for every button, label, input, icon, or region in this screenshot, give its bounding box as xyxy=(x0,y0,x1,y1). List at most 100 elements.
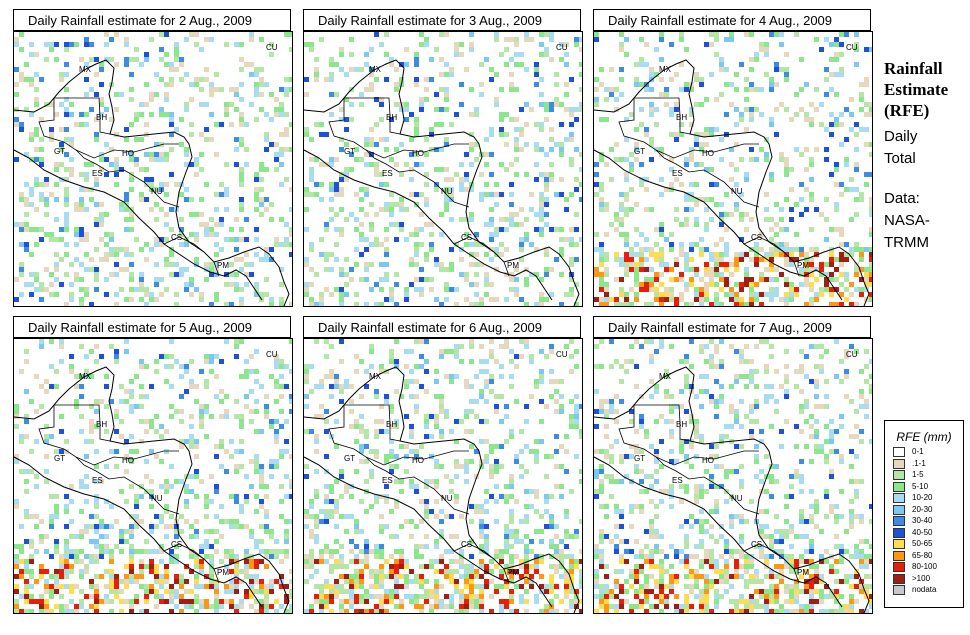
panel-title: Daily Rainfall estimate for 5 Aug., 2009 xyxy=(13,316,291,338)
panel-title: Daily Rainfall estimate for 4 Aug., 2009 xyxy=(593,9,871,31)
coastline xyxy=(14,149,263,301)
legend-label: nodata xyxy=(912,585,937,594)
country-border xyxy=(83,157,155,193)
country-border xyxy=(153,498,180,515)
country-border xyxy=(54,404,111,442)
country-label-bh: BH xyxy=(386,420,397,429)
legend-label: 20-30 xyxy=(912,504,933,514)
country-label-cu: CU xyxy=(556,350,568,359)
legend-swatch xyxy=(893,527,905,538)
legend-swatch xyxy=(893,585,905,595)
country-label-es: ES xyxy=(92,169,103,178)
legend-item: 5-10 xyxy=(893,481,963,493)
country-label-ho: HO xyxy=(412,149,424,158)
country-label-pm: PM xyxy=(797,568,809,577)
legend-swatch xyxy=(893,447,905,457)
country-label-cs: CS xyxy=(751,233,762,242)
legend-item: 20-30 xyxy=(893,504,963,516)
legend-label: 50-65 xyxy=(912,539,933,548)
country-border xyxy=(365,143,469,159)
country-label-bh: BH xyxy=(676,113,687,122)
country-border xyxy=(733,498,760,515)
country-label-cu: CU xyxy=(846,43,858,52)
country-label-bh: BH xyxy=(676,420,687,429)
subtitle-line: Daily xyxy=(884,128,918,145)
product-title-line: Rainfall xyxy=(884,59,943,78)
rainfall-grid xyxy=(594,32,872,306)
legend-item: 1-5 xyxy=(893,469,963,481)
legend-label: 65-80 xyxy=(912,550,933,560)
country-label-mx: MX xyxy=(79,372,92,381)
country-label-nu: NU xyxy=(441,494,453,503)
source-line: TRMM xyxy=(884,234,929,251)
country-label-bh: BH xyxy=(386,113,397,122)
country-label-pm: PM xyxy=(507,261,519,270)
product-title: Rainfall Estimate (RFE) xyxy=(884,58,968,121)
country-label-pm: PM xyxy=(797,261,809,270)
rainfall-map: CU MX BH GT HO ES NU CS PM xyxy=(593,338,873,614)
legend-swatch xyxy=(893,470,905,480)
legend-label: >100 xyxy=(912,573,931,583)
country-label-bh: BH xyxy=(96,113,107,122)
subtitle-line: Total xyxy=(884,150,916,167)
legend-swatch xyxy=(893,516,905,526)
country-border xyxy=(663,157,735,193)
legend-item: 0-1 xyxy=(893,446,963,458)
legend-label: 5-10 xyxy=(912,481,929,491)
country-border xyxy=(743,543,785,560)
rainfall-map: CU MX BH GT HO ES NU CS PM xyxy=(303,31,583,307)
legend-label: 1-5 xyxy=(912,470,924,479)
coastline xyxy=(594,366,870,613)
legend-swatch xyxy=(893,550,905,561)
legend-label: .1-1 xyxy=(912,458,926,468)
country-label-es: ES xyxy=(672,169,683,178)
country-label-cu: CU xyxy=(266,43,278,52)
map-panel-aug-7: Daily Rainfall estimate for 7 Aug., 2009… xyxy=(593,316,873,614)
panel-title: Daily Rainfall estimate for 6 Aug., 2009 xyxy=(303,316,581,338)
country-border xyxy=(634,404,691,442)
country-label-pm: PM xyxy=(217,261,229,270)
country-label-mx: MX xyxy=(79,65,92,74)
country-border xyxy=(344,97,401,135)
country-label-cs: CS xyxy=(461,233,472,242)
legend-swatch xyxy=(893,539,905,549)
rfe-legend: RFE (mm) 0-1 .1-1 1-5 5-10 10-20 20-30 30-40 40… xyxy=(884,420,964,608)
country-label-ho: HO xyxy=(122,149,134,158)
country-label-cu: CU xyxy=(556,43,568,52)
rainfall-map: CU MX BH GT HO ES NU CS PM xyxy=(303,338,583,614)
product-title-line: Estimate xyxy=(884,80,949,99)
country-border xyxy=(163,236,205,253)
country-border xyxy=(213,261,220,277)
country-label-gt: GT xyxy=(344,454,355,463)
legend-label: 30-40 xyxy=(912,516,933,525)
legend-swatch xyxy=(893,573,905,584)
panel-title: Daily Rainfall estimate for 2 Aug., 2009 xyxy=(13,9,291,31)
legend-swatch xyxy=(893,504,905,515)
country-border xyxy=(793,568,800,584)
country-label-nu: NU xyxy=(151,494,163,503)
country-border xyxy=(344,404,401,442)
country-border xyxy=(503,568,510,584)
country-label-cs: CS xyxy=(751,540,762,549)
country-border xyxy=(453,543,495,560)
country-label-es: ES xyxy=(92,476,103,485)
country-label-cu: CU xyxy=(266,350,278,359)
country-label-nu: NU xyxy=(151,187,163,196)
country-border xyxy=(634,97,691,135)
country-label-gt: GT xyxy=(634,147,645,156)
country-label-gt: GT xyxy=(54,147,65,156)
coastline xyxy=(594,149,843,301)
country-label-gt: GT xyxy=(634,454,645,463)
rainfall-map: CU MX BH GT HO ES NU CS PM xyxy=(593,31,873,307)
country-border xyxy=(373,464,445,500)
coastline xyxy=(304,366,580,613)
legend-label: 10-20 xyxy=(912,493,933,502)
legend-item: nodata xyxy=(893,584,963,596)
country-label-ho: HO xyxy=(412,456,424,465)
country-label-mx: MX xyxy=(659,65,672,74)
country-border xyxy=(83,464,155,500)
legend-item: 50-65 xyxy=(893,538,963,550)
panel-title: Daily Rainfall estimate for 3 Aug., 2009 xyxy=(303,9,581,31)
country-border xyxy=(793,261,800,277)
country-border xyxy=(443,498,470,515)
